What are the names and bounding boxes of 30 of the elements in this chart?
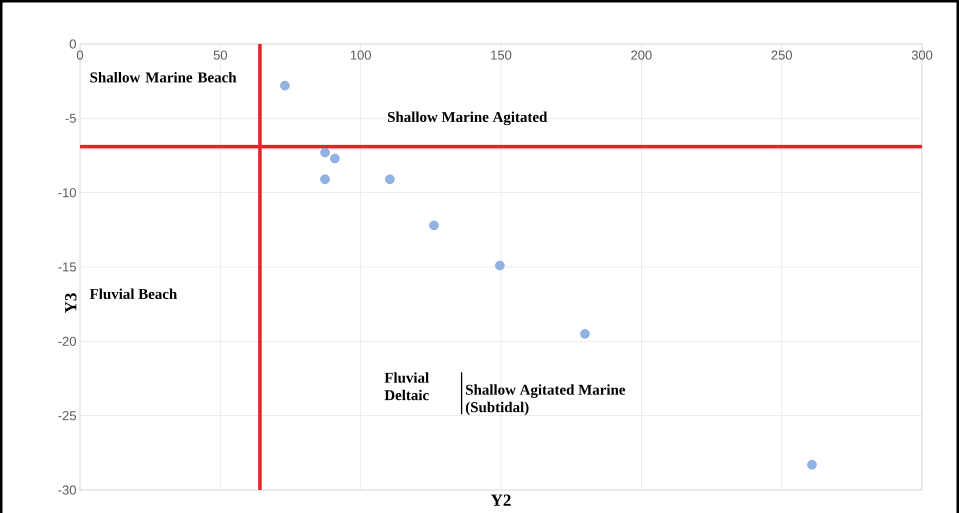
y-tick-label: -5 — [66, 114, 76, 123]
y-axis-title: Y3 — [65, 293, 76, 314]
x-tick-label: 200 — [631, 50, 652, 60]
point — [385, 174, 395, 184]
x-tick-label: 100 — [350, 50, 371, 60]
point — [320, 148, 330, 158]
x-tick-label: 150 — [491, 50, 512, 60]
y-tick-label: -25 — [58, 411, 76, 420]
y-tick-label: -30 — [58, 485, 76, 495]
x-tick-label: 300 — [912, 50, 932, 60]
point — [429, 220, 439, 230]
y-tick-label: 0 — [70, 39, 76, 49]
point — [807, 460, 817, 470]
point — [495, 260, 505, 270]
annotation: Fluvial Deltaic — [384, 372, 429, 400]
y-tick-label: -20 — [58, 336, 76, 346]
y-tick-label: -10 — [58, 188, 76, 198]
annotation: Fluvial Beach — [90, 288, 177, 300]
annotation: Shallow Marine Agitated — [388, 112, 548, 126]
annotation: Shallow Agitated Marine (Subtidal) — [466, 384, 626, 416]
point — [330, 154, 340, 164]
point — [320, 174, 330, 184]
point — [580, 329, 590, 339]
x-axis-title: Y2 — [490, 494, 511, 506]
annotation: Shallow Marine Beach — [90, 72, 236, 82]
point — [280, 80, 290, 90]
y-tick-label: -15 — [58, 262, 76, 272]
x-tick-label: 0 — [76, 50, 84, 60]
x-tick-label: 250 — [772, 50, 792, 60]
x-tick-label: 50 — [214, 50, 228, 60]
